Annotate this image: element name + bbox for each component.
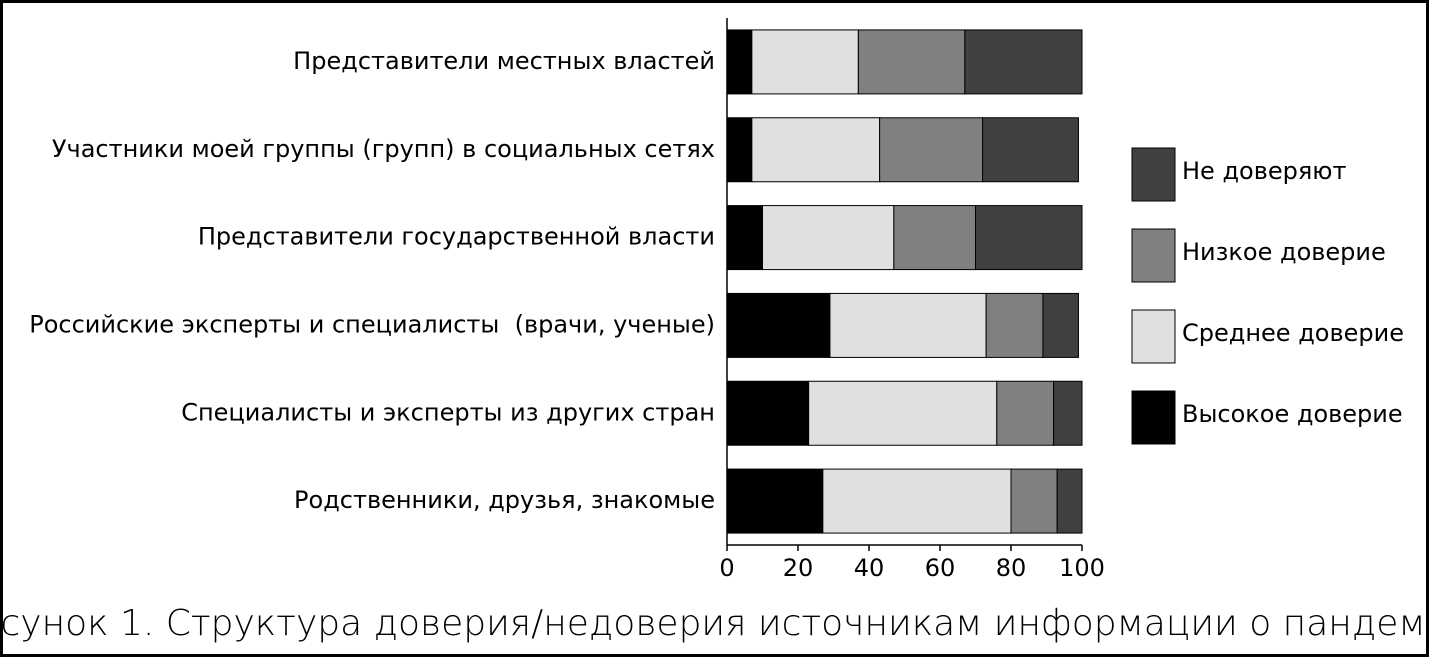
bar-segment — [751, 117, 881, 183]
bar-segment — [975, 205, 1083, 271]
legend-label: Не доверяют — [1182, 157, 1347, 185]
bar-segment — [1056, 468, 1083, 534]
x-tick-label: 100 — [1059, 554, 1105, 582]
y-tick-label: Российские эксперты и специалисты (врачи… — [29, 310, 715, 338]
bar-segment — [982, 117, 1079, 183]
y-tick-label: Родственники, друзья, знакомые — [294, 486, 715, 514]
legend-swatch — [1131, 147, 1176, 202]
bar-segment — [726, 468, 824, 534]
legend-label: Низкое доверие — [1182, 238, 1386, 266]
bar-segment — [726, 380, 810, 446]
x-tick-label: 20 — [783, 554, 814, 582]
bar-segment — [726, 29, 753, 95]
y-tick-label: Специалисты и эксперты из других стран — [181, 398, 715, 426]
bar-segment — [1053, 380, 1083, 446]
legend-swatch — [1131, 228, 1176, 283]
y-tick-label: Представители местных властей — [293, 47, 715, 75]
x-tick-label: 40 — [854, 554, 885, 582]
legend-swatch — [1131, 309, 1176, 364]
legend-swatch — [1131, 390, 1176, 445]
bar-segment — [964, 29, 1083, 95]
bar-segment — [857, 29, 966, 95]
bar-segment — [1010, 468, 1058, 534]
bar-segment — [1042, 292, 1079, 358]
x-tick-label: 0 — [719, 554, 734, 582]
bar-segment — [726, 117, 753, 183]
bar-segment — [822, 468, 1012, 534]
legend-label: Высокое доверие — [1182, 400, 1403, 428]
bar-segment — [985, 292, 1044, 358]
bar-segment — [726, 292, 831, 358]
legend-label: Среднее доверие — [1182, 319, 1404, 347]
y-tick-label: Представители государственной власти — [198, 223, 715, 251]
x-tick-label: 60 — [925, 554, 956, 582]
bar-segment — [893, 205, 976, 271]
bar-segment — [996, 380, 1055, 446]
bar-segment — [829, 292, 987, 358]
bar-segment — [726, 205, 763, 271]
y-tick-label: Участники моей группы (групп) в социальн… — [52, 135, 715, 163]
chart-title: Рисунок 1. Структура доверия/недоверия и… — [0, 603, 1429, 644]
bar-segment — [808, 380, 998, 446]
bar-segment — [751, 29, 859, 95]
x-tick-label: 80 — [996, 554, 1027, 582]
bar-segment — [879, 117, 984, 183]
bar-segment — [762, 205, 895, 271]
